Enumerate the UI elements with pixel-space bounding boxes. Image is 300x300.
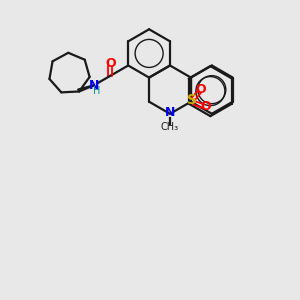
- Text: H: H: [93, 86, 100, 96]
- Text: N: N: [88, 79, 99, 92]
- Text: S: S: [187, 93, 196, 107]
- Text: O: O: [196, 83, 206, 97]
- Text: O: O: [200, 100, 211, 113]
- Text: CH₃: CH₃: [161, 122, 179, 132]
- Text: N: N: [165, 106, 175, 119]
- Text: O: O: [105, 57, 116, 70]
